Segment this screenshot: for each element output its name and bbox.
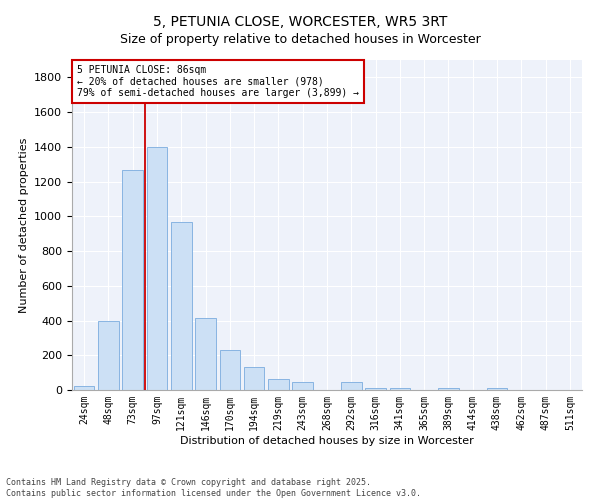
Bar bbox=[195, 318, 216, 390]
Y-axis label: Number of detached properties: Number of detached properties bbox=[19, 138, 29, 312]
Bar bbox=[146, 147, 167, 390]
X-axis label: Distribution of detached houses by size in Worcester: Distribution of detached houses by size … bbox=[180, 436, 474, 446]
Bar bbox=[365, 388, 386, 390]
Text: Size of property relative to detached houses in Worcester: Size of property relative to detached ho… bbox=[119, 32, 481, 46]
Text: Contains HM Land Registry data © Crown copyright and database right 2025.
Contai: Contains HM Land Registry data © Crown c… bbox=[6, 478, 421, 498]
Text: 5 PETUNIA CLOSE: 86sqm
← 20% of detached houses are smaller (978)
79% of semi-de: 5 PETUNIA CLOSE: 86sqm ← 20% of detached… bbox=[77, 65, 359, 98]
Bar bbox=[268, 378, 289, 390]
Bar bbox=[487, 388, 508, 390]
Bar bbox=[341, 382, 362, 390]
Bar bbox=[171, 222, 191, 390]
Bar bbox=[292, 382, 313, 390]
Bar bbox=[438, 388, 459, 390]
Bar bbox=[98, 322, 119, 390]
Bar bbox=[122, 170, 143, 390]
Text: 5, PETUNIA CLOSE, WORCESTER, WR5 3RT: 5, PETUNIA CLOSE, WORCESTER, WR5 3RT bbox=[153, 15, 447, 29]
Bar bbox=[220, 350, 240, 390]
Bar bbox=[389, 388, 410, 390]
Bar bbox=[244, 368, 265, 390]
Bar bbox=[74, 386, 94, 390]
